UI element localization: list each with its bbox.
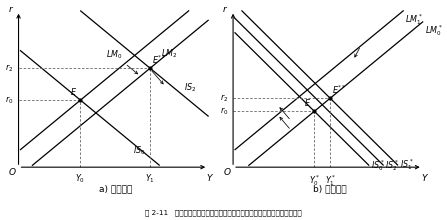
Text: $LM_1^*$: $LM_1^*$ xyxy=(405,13,423,27)
Text: $IS_1^*$: $IS_1^*$ xyxy=(400,158,413,172)
Text: $r$: $r$ xyxy=(8,4,14,14)
Text: $IS_0$: $IS_0$ xyxy=(133,144,145,156)
Text: b) 外国经济: b) 外国经济 xyxy=(313,185,346,194)
Text: $r_0$: $r_0$ xyxy=(5,94,14,106)
Text: $LM_0^*$: $LM_0^*$ xyxy=(425,24,443,38)
Text: $IS_2$: $IS_2$ xyxy=(184,81,196,94)
Text: $Y_1$: $Y_1$ xyxy=(145,173,155,185)
Text: $LM_0$: $LM_0$ xyxy=(106,48,123,61)
Text: $Y_1^*$: $Y_1^*$ xyxy=(325,173,336,188)
Text: $r$: $r$ xyxy=(222,4,228,14)
Text: $r_2$: $r_2$ xyxy=(220,92,228,104)
Text: $Y_0$: $Y_0$ xyxy=(76,173,85,185)
Text: $E^{**}$: $E^{**}$ xyxy=(152,53,166,66)
Text: $E^{**}$: $E^{**}$ xyxy=(332,83,346,96)
Text: $Y$: $Y$ xyxy=(421,172,429,183)
Text: $IS_2^*$: $IS_2^*$ xyxy=(385,158,399,172)
Text: $IS_0^*$: $IS_0^*$ xyxy=(371,158,384,172)
Text: 图 2-11   考虑收入、利率机制时，固定汇率制下扩张性财政政策的国际传导: 图 2-11 考虑收入、利率机制时，固定汇率制下扩张性财政政策的国际传导 xyxy=(145,209,302,216)
Text: $r_0$: $r_0$ xyxy=(220,106,228,117)
Text: $E$: $E$ xyxy=(71,86,77,97)
Text: $Y$: $Y$ xyxy=(206,172,214,183)
Text: $O$: $O$ xyxy=(223,167,232,178)
Text: $Y_0^*$: $Y_0^*$ xyxy=(309,173,320,188)
Text: $LM_2$: $LM_2$ xyxy=(161,48,177,60)
Text: $O$: $O$ xyxy=(8,167,17,178)
Text: a) 本国经济: a) 本国经济 xyxy=(99,185,132,194)
Text: $E$: $E$ xyxy=(304,97,312,108)
Text: $r_2$: $r_2$ xyxy=(5,62,14,74)
